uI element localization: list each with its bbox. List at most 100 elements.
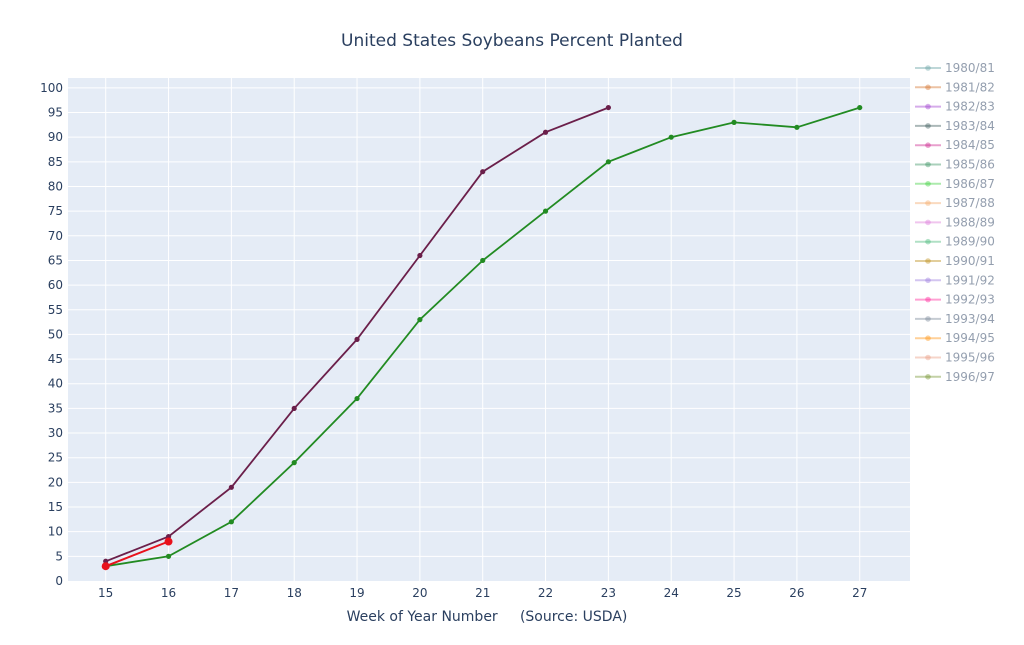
data-point[interactable] <box>480 257 486 264</box>
y-tick-label: 45 <box>48 352 63 366</box>
legend-marker-swatch <box>925 200 931 206</box>
legend-item[interactable]: 1990/91 <box>915 254 995 268</box>
legend-marker-swatch <box>925 142 931 148</box>
y-tick-label: 90 <box>48 130 63 144</box>
data-point[interactable] <box>794 124 800 130</box>
y-tick-label: 20 <box>48 475 63 489</box>
x-tick-label: 24 <box>664 586 679 600</box>
data-point[interactable] <box>291 405 297 412</box>
y-tick-label: 15 <box>48 500 63 514</box>
y-tick-label: 5 <box>55 549 63 563</box>
y-tick-label: 0 <box>55 574 63 588</box>
y-tick-label: 80 <box>48 179 63 193</box>
data-point[interactable] <box>731 119 737 125</box>
legend-label: 1980/81 <box>945 61 995 75</box>
data-point[interactable] <box>101 562 110 571</box>
legend: 1980/81 1981/82 1982/83 1983/84 1984/85 1985/… <box>915 61 995 384</box>
x-tick-label: 27 <box>852 586 867 600</box>
x-tick-label: 20 <box>412 586 427 600</box>
legend-item[interactable]: 1993/94 <box>915 312 995 326</box>
x-axis-ticks: 15 16 17 18 19 20 21 22 23 24 25 26 27 <box>98 586 867 600</box>
y-tick-label: 40 <box>48 377 63 391</box>
y-tick-label: 55 <box>48 303 63 317</box>
x-tick-label: 19 <box>349 586 364 600</box>
x-tick-label: 23 <box>601 586 616 600</box>
legend-label: 1981/82 <box>945 80 995 94</box>
data-point[interactable] <box>480 169 486 175</box>
data-point[interactable] <box>228 484 234 490</box>
y-tick-label: 30 <box>48 426 63 440</box>
y-tick-label: 70 <box>48 229 63 243</box>
y-tick-label: 10 <box>48 525 63 539</box>
legend-item[interactable]: 1986/87 <box>915 177 995 191</box>
legend-label: 1983/84 <box>945 119 995 133</box>
data-point[interactable] <box>605 159 611 165</box>
legend-marker-swatch <box>925 219 931 226</box>
y-axis-ticks: 0 5 10 15 20 25 30 35 40 45 50 55 60 65 70 75 80 85 90 95 10… <box>40 81 63 588</box>
data-point[interactable] <box>291 460 297 466</box>
x-tick-label: 22 <box>538 586 553 600</box>
legend-marker-swatch <box>925 277 931 284</box>
data-point[interactable] <box>165 553 172 559</box>
legend-marker-swatch <box>925 181 931 187</box>
data-point[interactable] <box>542 208 549 214</box>
data-point[interactable] <box>354 336 360 342</box>
series-line <box>105 540 169 568</box>
legend-item[interactable]: 1996/97 <box>915 370 995 384</box>
data-point[interactable] <box>857 104 863 111</box>
chart-title: United States Soybeans Percent Planted <box>341 31 683 51</box>
legend-marker-swatch <box>925 84 931 91</box>
legend-label: 1992/93 <box>945 293 995 307</box>
legend-label: 1987/88 <box>945 196 995 210</box>
series-layer <box>101 104 863 571</box>
legend-marker-swatch <box>925 258 931 264</box>
legend-item[interactable]: 1981/82 <box>915 80 995 94</box>
x-tick-label: 15 <box>98 586 113 600</box>
legend-marker-swatch <box>925 296 931 303</box>
data-point[interactable] <box>417 317 423 323</box>
legend-item[interactable]: 1982/83 <box>915 100 995 114</box>
legend-marker-swatch <box>925 238 931 245</box>
legend-item[interactable]: 1989/90 <box>915 235 995 249</box>
legend-label: 1989/90 <box>945 235 995 249</box>
legend-item[interactable]: 1988/89 <box>915 215 995 229</box>
legend-item[interactable]: 1984/85 <box>915 138 995 152</box>
legend-item[interactable]: 1983/84 <box>915 119 995 133</box>
data-point[interactable] <box>417 252 423 259</box>
legend-marker-swatch <box>925 103 931 110</box>
y-tick-label: 100 <box>40 81 63 95</box>
x-tick-label: 16 <box>161 586 176 600</box>
series-0 <box>103 104 611 564</box>
legend-item[interactable]: 1991/92 <box>915 273 995 287</box>
legend-item[interactable]: 1994/95 <box>915 331 995 345</box>
legend-item[interactable]: 1980/81 <box>915 61 995 75</box>
legend-item[interactable]: 1985/86 <box>915 158 995 172</box>
plot-area <box>68 78 910 581</box>
data-point[interactable] <box>164 537 173 546</box>
legend-label: 1982/83 <box>945 100 995 114</box>
legend-item[interactable]: 1995/96 <box>915 351 995 365</box>
legend-label: 1985/86 <box>945 158 995 172</box>
legend-label: 1991/92 <box>945 273 995 287</box>
data-point[interactable] <box>228 519 234 525</box>
legend-label: 1984/85 <box>945 138 995 152</box>
x-tick-label: 18 <box>287 586 302 600</box>
data-point[interactable] <box>354 395 360 402</box>
data-point[interactable] <box>542 129 549 135</box>
data-point[interactable] <box>605 104 611 111</box>
legend-item[interactable]: 1987/88 <box>915 196 995 210</box>
legend-marker-swatch <box>925 316 931 322</box>
data-point[interactable] <box>668 134 674 140</box>
legend-item[interactable]: 1992/93 <box>915 293 995 307</box>
legend-label: 1995/96 <box>945 351 995 365</box>
legend-marker-swatch <box>925 335 931 342</box>
y-tick-label: 50 <box>48 327 63 341</box>
x-tick-label: 25 <box>726 586 741 600</box>
legend-label: 1996/97 <box>945 370 995 384</box>
y-tick-label: 60 <box>48 278 63 292</box>
x-tick-label: 17 <box>224 586 239 600</box>
y-tick-label: 35 <box>48 401 63 415</box>
legend-marker-swatch <box>925 374 931 380</box>
y-tick-label: 95 <box>48 106 63 120</box>
